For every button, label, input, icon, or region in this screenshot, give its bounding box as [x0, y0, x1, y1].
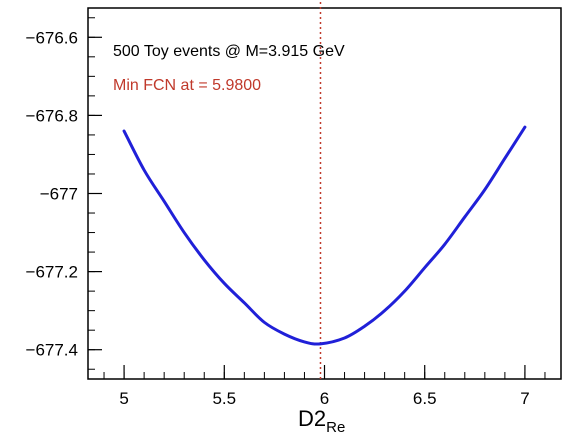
x-tick-label: 5	[119, 389, 128, 408]
x-axis: 5 5.5 6 6.5 7	[103, 365, 546, 408]
y-tick-label: −677	[40, 185, 78, 204]
x-tick-label: 6	[320, 389, 329, 408]
x-axis-label-subscript: Re	[326, 419, 345, 436]
y-axis: −676.6 −676.8 −677 −677.2 −677.4	[26, 17, 102, 370]
annotation-toy-events: 500 Toy events @ M=3.915 GeV	[113, 43, 345, 60]
x-tick-label: 7	[520, 389, 529, 408]
x-axis-label: D2Re	[298, 406, 345, 436]
y-tick-label: −677.2	[26, 263, 78, 282]
x-axis-label-main: D2	[298, 406, 326, 431]
y-tick-label: −676.8	[26, 106, 78, 125]
y-tick-label: −677.4	[26, 341, 78, 360]
y-tick-label: −676.6	[26, 28, 78, 47]
fcn-curve	[122, 125, 527, 346]
x-tick-label: 5.5	[212, 389, 236, 408]
annotation-min-fcn: Min FCN at = 5.9800	[113, 77, 261, 94]
x-tick-label: 6.5	[413, 389, 437, 408]
